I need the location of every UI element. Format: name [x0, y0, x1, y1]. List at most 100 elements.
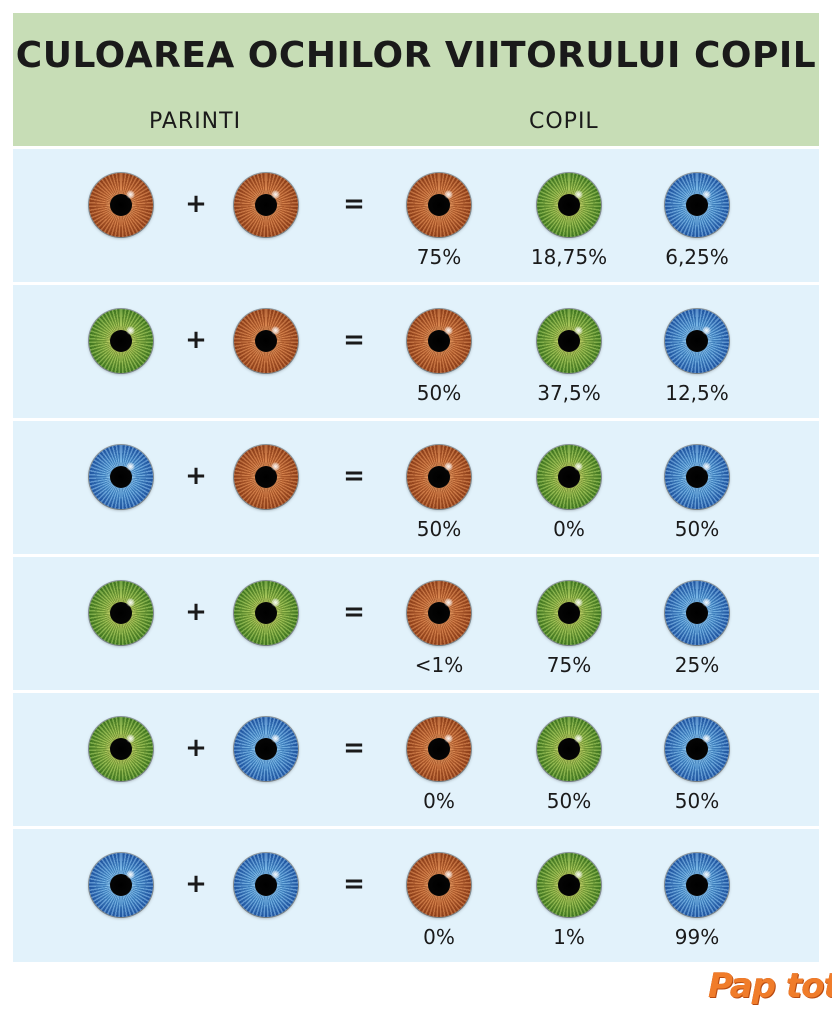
eye-highlight: [574, 462, 583, 471]
pupil: [558, 602, 580, 624]
eye-highlight: [444, 190, 453, 199]
table-row: + = 75% 18,75% 6,25%: [13, 149, 819, 282]
child-eye-green-icon: [537, 581, 601, 645]
eye-highlight: [444, 326, 453, 335]
table-row: + = 0% 1% 99%: [13, 829, 819, 962]
child-eye-blue-icon: [665, 581, 729, 645]
parent-eye-brown-icon: [234, 173, 298, 237]
eye-highlight: [702, 598, 711, 607]
pupil: [558, 194, 580, 216]
pupil: [558, 874, 580, 896]
child-eye-blue-icon: [665, 445, 729, 509]
equals-sign: =: [343, 597, 365, 627]
eye-highlight: [444, 462, 453, 471]
child-eye-green-icon: [537, 853, 601, 917]
pupil: [110, 602, 132, 624]
pupil: [686, 874, 708, 896]
equals-sign: =: [343, 869, 365, 899]
blue-probability: 50%: [674, 789, 720, 813]
eye-highlight: [574, 870, 583, 879]
pupil: [558, 330, 580, 352]
header: CULOAREA OCHILOR VIITORULUI COPIL PARINT…: [13, 13, 819, 146]
table-row: + = <1% 75% 25%: [13, 557, 819, 690]
eye-highlight: [702, 734, 711, 743]
blue-probability: 25%: [674, 653, 720, 677]
parent-eye-blue-icon: [234, 717, 298, 781]
eye-highlight: [271, 870, 280, 879]
plus-sign: +: [185, 597, 207, 627]
eye-highlight: [444, 598, 453, 607]
eye-highlight: [574, 598, 583, 607]
eye-highlight: [702, 870, 711, 879]
eye-highlight: [271, 190, 280, 199]
equals-sign: =: [343, 461, 365, 491]
blue-probability: 50%: [674, 517, 720, 541]
eye-highlight: [271, 734, 280, 743]
eye-highlight: [702, 190, 711, 199]
eye-highlight: [126, 598, 135, 607]
parent-eye-brown-icon: [89, 173, 153, 237]
pupil: [428, 330, 450, 352]
child-eye-brown-icon: [407, 853, 471, 917]
parent-eye-green-icon: [89, 717, 153, 781]
parent-eye-green-icon: [89, 309, 153, 373]
pupil: [428, 466, 450, 488]
pupil: [558, 738, 580, 760]
child-eye-blue-icon: [665, 173, 729, 237]
green-probability: 37,5%: [537, 381, 601, 405]
pupil: [110, 194, 132, 216]
equals-sign: =: [343, 733, 365, 763]
child-eye-green-icon: [537, 717, 601, 781]
eye-highlight: [126, 326, 135, 335]
table-row: + = 50% 37,5% 12,5%: [13, 285, 819, 418]
parent-eye-brown-icon: [234, 445, 298, 509]
pupil: [110, 330, 132, 352]
pupil: [558, 466, 580, 488]
eye-highlight: [444, 870, 453, 879]
child-column-label: COPIL: [529, 109, 599, 134]
eye-highlight: [126, 190, 135, 199]
brown-probability: 75%: [416, 245, 462, 269]
plus-sign: +: [185, 461, 207, 491]
pupil: [428, 194, 450, 216]
pupil: [255, 602, 277, 624]
parent-eye-blue-icon: [89, 853, 153, 917]
pupil: [110, 466, 132, 488]
eye-highlight: [702, 326, 711, 335]
pupil: [255, 874, 277, 896]
child-eye-brown-icon: [407, 309, 471, 373]
parent-eye-green-icon: [89, 581, 153, 645]
eye-highlight: [444, 734, 453, 743]
brown-probability: 50%: [416, 381, 462, 405]
page-title: CULOAREA OCHILOR VIITORULUI COPIL: [15, 35, 817, 76]
plus-sign: +: [185, 733, 207, 763]
child-eye-brown-icon: [407, 717, 471, 781]
eye-highlight: [574, 734, 583, 743]
plus-sign: +: [185, 325, 207, 355]
blue-probability: 99%: [674, 925, 720, 949]
green-probability: 75%: [546, 653, 592, 677]
child-eye-green-icon: [537, 445, 601, 509]
blue-probability: 12,5%: [665, 381, 729, 405]
pupil: [686, 330, 708, 352]
green-probability: 0%: [553, 517, 585, 541]
brown-probability: <1%: [414, 653, 464, 677]
eye-highlight: [126, 462, 135, 471]
logo: Pap tot!: [708, 966, 832, 1006]
eye-highlight: [126, 734, 135, 743]
parent-eye-green-icon: [234, 581, 298, 645]
parent-eye-brown-icon: [234, 309, 298, 373]
parents-column-label: PARINTI: [149, 109, 242, 134]
green-probability: 1%: [553, 925, 585, 949]
pupil: [255, 738, 277, 760]
eye-highlight: [702, 462, 711, 471]
pupil: [255, 466, 277, 488]
eye-highlight: [271, 462, 280, 471]
brown-probability: 0%: [423, 925, 455, 949]
pupil: [428, 738, 450, 760]
pupil: [686, 738, 708, 760]
child-eye-blue-icon: [665, 309, 729, 373]
pupil: [110, 874, 132, 896]
parent-eye-blue-icon: [89, 445, 153, 509]
eye-highlight: [574, 326, 583, 335]
